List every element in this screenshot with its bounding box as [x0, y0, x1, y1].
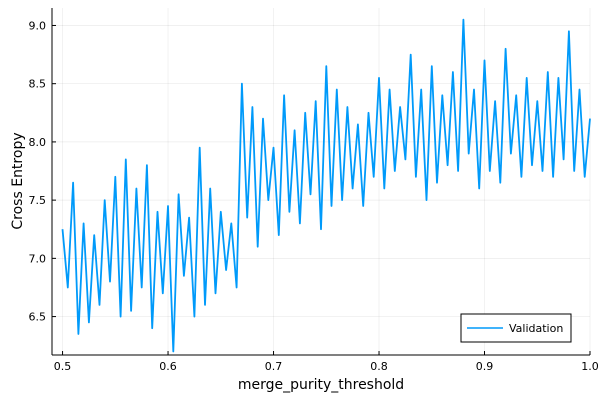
x-tick-label: 0.7 [265, 360, 283, 373]
x-tick-layer: 0.5 0.6 0.7 0.8 0.9 1.0 [54, 351, 599, 373]
x-tick-label: 0.6 [159, 360, 177, 373]
x-tick-label: 0.8 [370, 360, 388, 373]
y-tick-label: 6.5 [29, 311, 47, 324]
x-tick-label: 0.9 [476, 360, 494, 373]
x-axis-title: merge_purity_threshold [238, 377, 404, 393]
legend-label-validation: Validation [509, 322, 563, 335]
y-axis-title: Cross Entropy [10, 132, 26, 229]
y-tick-label: 7.5 [29, 194, 47, 207]
y-tick-layer: 6.5 7.0 7.5 8.0 8.5 9.0 [29, 19, 56, 324]
y-tick-label: 8.0 [29, 136, 47, 149]
series-line-validation [61, 18, 591, 353]
legend: Validation [460, 313, 572, 343]
series-layer [61, 18, 591, 353]
grid-layer [52, 8, 591, 355]
y-tick-label: 7.0 [29, 252, 47, 265]
x-tick-label: 0.5 [54, 360, 72, 373]
y-tick-label: 9.0 [29, 19, 47, 32]
y-tick-label: 8.5 [29, 78, 47, 91]
x-tick-label: 1.0 [581, 360, 599, 373]
